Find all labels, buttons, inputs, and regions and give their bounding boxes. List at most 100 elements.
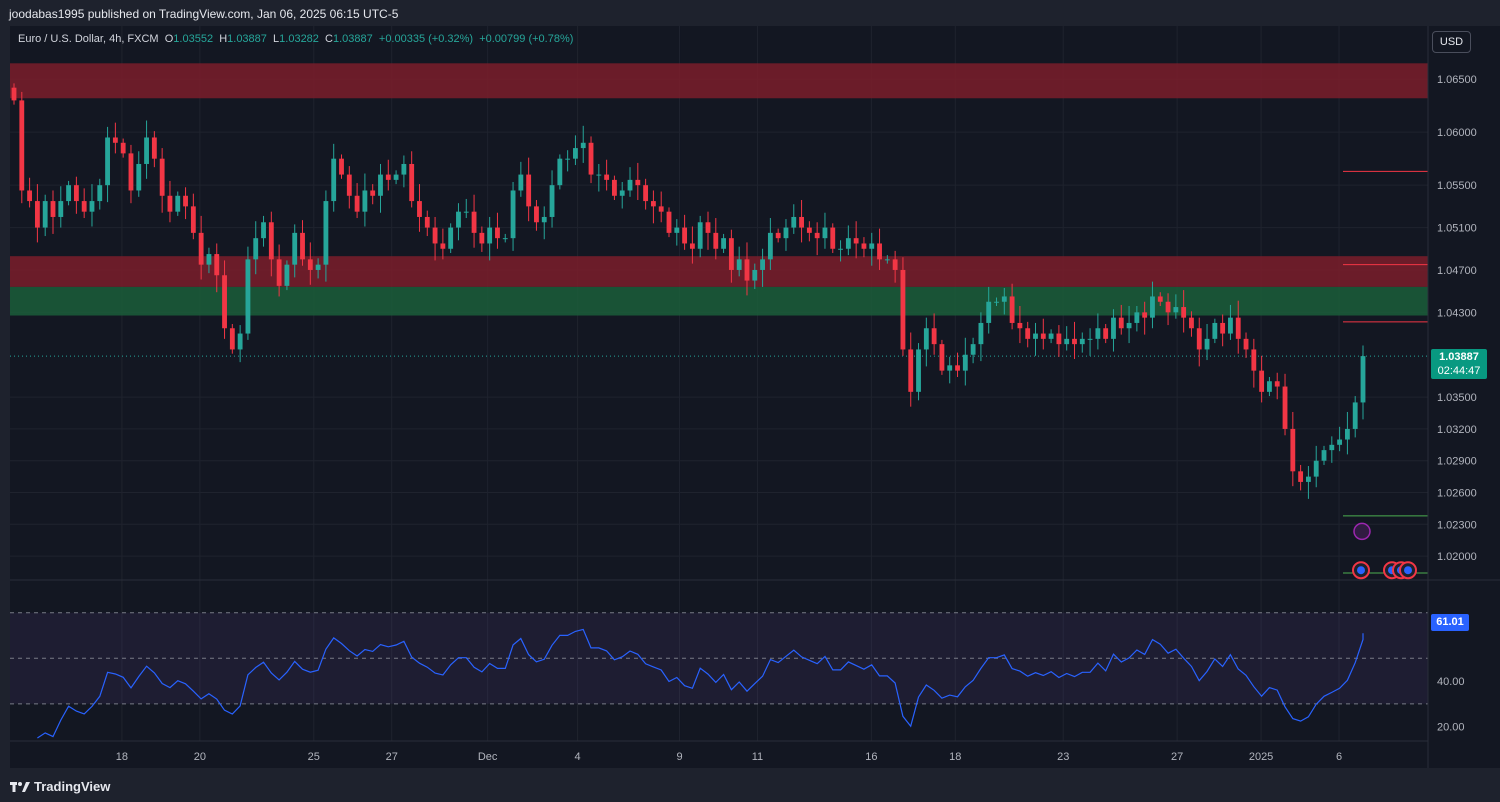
- candle-body: [276, 259, 282, 286]
- candle: [1235, 300, 1241, 354]
- candle: [1173, 294, 1179, 319]
- candle: [206, 247, 212, 274]
- candle: [1033, 322, 1038, 356]
- candle: [11, 83, 17, 105]
- candle: [1243, 332, 1249, 358]
- candle: [315, 258, 321, 279]
- price-scale-background: [1428, 26, 1500, 768]
- candle: [1220, 314, 1226, 347]
- candle: [674, 219, 680, 246]
- time-tick-label: 2025: [1249, 751, 1273, 763]
- candle-body: [89, 201, 95, 212]
- candle: [1298, 464, 1304, 491]
- candle-body: [300, 232, 305, 260]
- candle: [268, 211, 274, 277]
- candle: [635, 162, 641, 201]
- candle-body: [1212, 322, 1218, 339]
- candle-body: [1056, 333, 1062, 345]
- candle-body: [619, 190, 625, 196]
- candle-body: [1064, 338, 1070, 345]
- candle-body: [66, 185, 72, 202]
- symbol-label[interactable]: Euro / U.S. Dollar, 4h, FXCM: [18, 33, 159, 45]
- candle-body: [760, 259, 765, 270]
- candle-body: [697, 222, 703, 249]
- candle: [877, 228, 882, 270]
- tradingview-logo[interactable]: TradingView: [10, 779, 110, 794]
- candle: [1344, 411, 1350, 455]
- candle: [900, 257, 906, 356]
- candle-body: [908, 349, 914, 392]
- candle-body: [1228, 317, 1233, 334]
- candle-body: [838, 248, 843, 250]
- candle-body: [471, 211, 477, 233]
- last-price-badge: 1.03887 02:44:47: [1431, 349, 1487, 379]
- candle: [401, 155, 407, 188]
- candle-body: [612, 179, 617, 196]
- candle: [81, 188, 87, 219]
- candle: [1040, 318, 1046, 350]
- price-tick-label: 1.04700: [1437, 265, 1477, 277]
- candle: [728, 229, 734, 283]
- candle: [666, 207, 672, 238]
- candle-body: [378, 174, 383, 196]
- candle: [229, 324, 235, 354]
- high-label: H: [219, 33, 228, 45]
- candle-body: [268, 222, 274, 260]
- candle: [775, 228, 781, 243]
- candle-body: [315, 264, 321, 270]
- candle: [884, 255, 890, 264]
- candle: [1025, 321, 1031, 348]
- candle: [105, 126, 110, 203]
- candle-body: [487, 227, 493, 244]
- candle-body: [1040, 333, 1046, 339]
- bar-countdown: 02:44:47: [1437, 365, 1481, 377]
- candle: [362, 173, 368, 227]
- candle: [986, 286, 992, 334]
- candle: [549, 170, 555, 228]
- candle-body: [1134, 312, 1140, 323]
- candle-body: [198, 232, 204, 265]
- candle-body: [1321, 450, 1327, 461]
- candle-body: [604, 174, 610, 180]
- low-label: L: [273, 33, 280, 45]
- candle: [432, 216, 438, 261]
- candle: [1259, 355, 1265, 403]
- candle-body: [183, 195, 188, 207]
- candle: [370, 184, 376, 205]
- candle: [916, 343, 921, 401]
- candle-body: [736, 259, 742, 270]
- publisher-text: joodabas1995 published on TradingView.co…: [9, 7, 399, 21]
- candle: [128, 144, 134, 204]
- price-tick-label: 1.02000: [1437, 551, 1477, 563]
- price-tick-label: 1.06500: [1437, 74, 1477, 86]
- candle: [1337, 426, 1343, 452]
- candle: [1009, 283, 1015, 330]
- economic-event-dot: [1404, 566, 1412, 575]
- candle: [339, 154, 344, 179]
- candle: [448, 223, 454, 254]
- price-tick-label: 1.04300: [1437, 307, 1477, 319]
- tradingview-brand-text: TradingView: [34, 779, 111, 794]
- time-tick-label: 25: [308, 751, 320, 763]
- candle: [1329, 436, 1335, 463]
- candle-body: [565, 158, 571, 160]
- candle-body: [1259, 370, 1265, 392]
- candle-body: [643, 185, 649, 202]
- candle: [331, 143, 337, 212]
- price-tick-label: 1.06000: [1437, 127, 1477, 139]
- candle-body: [245, 259, 251, 334]
- candle-body: [962, 354, 968, 371]
- candle-body: [456, 211, 461, 228]
- candle-body: [237, 333, 243, 350]
- currency-button[interactable]: USD: [1432, 31, 1471, 53]
- candle: [1103, 324, 1109, 344]
- candle-body: [970, 344, 976, 355]
- zones-layer: [10, 63, 1428, 316]
- candle-body: [401, 163, 407, 175]
- candle: [1290, 411, 1296, 487]
- candle: [658, 191, 664, 223]
- candles-layer: [11, 83, 1366, 499]
- candle: [144, 120, 149, 179]
- candle: [869, 232, 875, 266]
